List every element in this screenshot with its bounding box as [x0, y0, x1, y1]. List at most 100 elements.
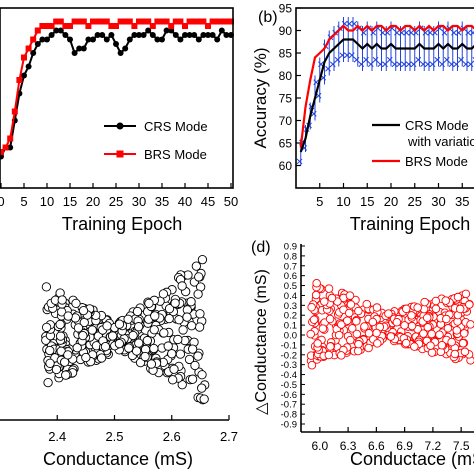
- y-tick-label: 0.6: [284, 271, 297, 282]
- data-point: [0, 153, 4, 160]
- data-point: [131, 32, 138, 38]
- data-point: [453, 292, 463, 302]
- data-point: [114, 338, 125, 349]
- data-point: [108, 23, 115, 29]
- x-tick-label: 6.3: [340, 439, 357, 453]
- data-point: [159, 36, 165, 43]
- data-point: [163, 27, 170, 34]
- y-tick-label: -0.1: [281, 340, 297, 351]
- variation-marker: [325, 65, 331, 72]
- data-point: [159, 328, 169, 338]
- data-point: [96, 353, 107, 363]
- data-point: [163, 341, 173, 351]
- variation-marker: [351, 20, 358, 27]
- data-point: [426, 341, 435, 350]
- data-point: [195, 36, 202, 43]
- data-point: [61, 370, 71, 380]
- data-point: [113, 41, 119, 47]
- data-point: [346, 335, 355, 345]
- data-point: [407, 311, 416, 320]
- data-point: [362, 299, 372, 309]
- data-point: [325, 314, 335, 324]
- y-tick-label: 0.7: [284, 261, 297, 272]
- y-tick-label: 0.4: [284, 291, 297, 302]
- data-point: [145, 18, 152, 25]
- data-point: [199, 394, 209, 404]
- data-point: [124, 343, 134, 353]
- data-point: [168, 375, 178, 385]
- y-tick-label: 95: [279, 2, 293, 16]
- variation-marker: [296, 158, 303, 165]
- data-point: [318, 324, 328, 333]
- variation-marker: [377, 61, 384, 68]
- data-point: [99, 18, 106, 25]
- data-point: [223, 18, 230, 25]
- variation-marker: [439, 61, 445, 68]
- data-point: [30, 50, 37, 56]
- data-point: [402, 304, 411, 314]
- variation-marker: [339, 52, 346, 59]
- data-point: [71, 298, 81, 309]
- panel-c: 2.4 2.5 2.6 2.7 Conductance (mS): [0, 255, 238, 469]
- panel-d: (d) △Conductance (mS) 0.90.80.70.60.50.4…: [251, 239, 474, 469]
- panel-b-ylabel: Accuracy (%): [251, 47, 270, 148]
- variation-marker: [434, 56, 441, 63]
- data-point: [108, 32, 115, 38]
- data-point: [71, 50, 78, 56]
- data-point: [136, 18, 142, 25]
- data-point: [193, 351, 203, 361]
- variation-marker: [415, 56, 422, 63]
- data-point: [214, 18, 221, 25]
- data-point: [368, 317, 378, 327]
- data-point: [67, 23, 73, 29]
- x-tick-label: 40: [178, 194, 192, 209]
- data-point: [182, 32, 188, 38]
- variation-marker: [391, 61, 398, 68]
- data-point: [195, 18, 202, 25]
- data-point: [78, 330, 88, 341]
- data-point: [145, 27, 152, 34]
- y-tick-label: 0.2: [284, 311, 297, 322]
- variation-marker: [427, 29, 434, 36]
- data-point: [228, 18, 234, 25]
- data-point: [140, 18, 147, 25]
- y-tick-label: 80: [279, 69, 293, 83]
- variation-marker: [346, 20, 353, 27]
- data-point: [200, 18, 207, 25]
- data-point: [48, 32, 55, 38]
- data-point: [306, 329, 315, 339]
- data-point: [372, 328, 381, 338]
- data-point: [117, 50, 124, 56]
- data-point: [45, 345, 55, 356]
- data-point: [186, 32, 193, 38]
- data-point: [41, 322, 52, 333]
- data-point: [134, 338, 144, 348]
- data-point: [34, 27, 41, 34]
- data-point: [191, 18, 198, 25]
- data-point: [441, 296, 450, 305]
- data-point: [100, 341, 111, 352]
- data-point: [131, 23, 138, 29]
- variation-marker: [420, 61, 426, 68]
- data-point: [11, 108, 18, 115]
- y-tick-label: 0.0: [284, 331, 297, 342]
- data-point: [364, 328, 374, 338]
- data-point: [427, 348, 437, 357]
- x-tick-label: 6.0: [311, 439, 328, 453]
- x-tick-label: 15: [360, 194, 374, 209]
- data-point: [313, 339, 322, 348]
- data-point: [420, 297, 429, 307]
- data-point: [465, 300, 474, 309]
- data-point: [146, 359, 157, 369]
- data-point: [142, 335, 153, 346]
- x-tick-label: 7.5: [453, 439, 470, 453]
- variation-marker: [443, 56, 450, 63]
- variation-marker: [334, 56, 341, 63]
- data-point: [132, 306, 143, 317]
- data-point: [0, 149, 4, 155]
- data-point: [113, 23, 119, 29]
- y-tick-label: -0.4: [281, 370, 297, 381]
- data-point: [126, 18, 133, 25]
- data-point: [149, 32, 156, 38]
- data-point: [343, 316, 352, 325]
